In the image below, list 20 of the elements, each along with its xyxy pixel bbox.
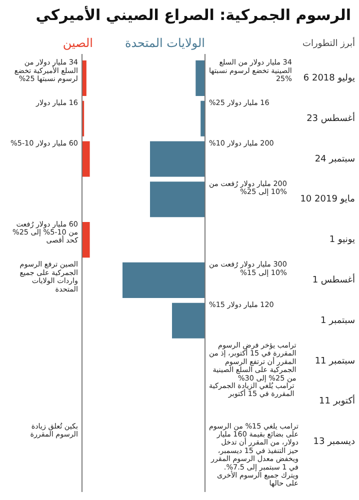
bar (150, 141, 205, 177)
bar (172, 302, 205, 338)
chart-title: الرسوم الجمركية: الصراع الصيني الأميركي (34, 4, 352, 26)
series-label: الولايات المتحدة (124, 36, 205, 50)
y-tick-label: 1 أغسطس (312, 274, 355, 286)
y-tick-label: 24 سبتمبر (314, 154, 355, 164)
bar (150, 182, 205, 218)
y-tick-label: 11 سبتمبر (314, 356, 355, 366)
bar (200, 100, 205, 136)
y-tick-label: 11 أكتوبر (319, 394, 355, 407)
bar (196, 60, 205, 96)
bar (122, 262, 205, 298)
y-tick-label: 1 يونيو (329, 235, 356, 246)
y-tick-label: 10 مايو 2019 (300, 194, 356, 205)
y-tick-label: 1 سبتمبر (320, 316, 355, 326)
y-tick-label: 23 أغسطس (306, 112, 355, 124)
y-tick-label: 13 ديسمبر (313, 437, 355, 448)
y-tick-label: 6 يوليو 2018 (303, 74, 356, 84)
y-axis-title: أبرز التطورات (302, 36, 355, 49)
series-label: الصين (62, 36, 93, 50)
